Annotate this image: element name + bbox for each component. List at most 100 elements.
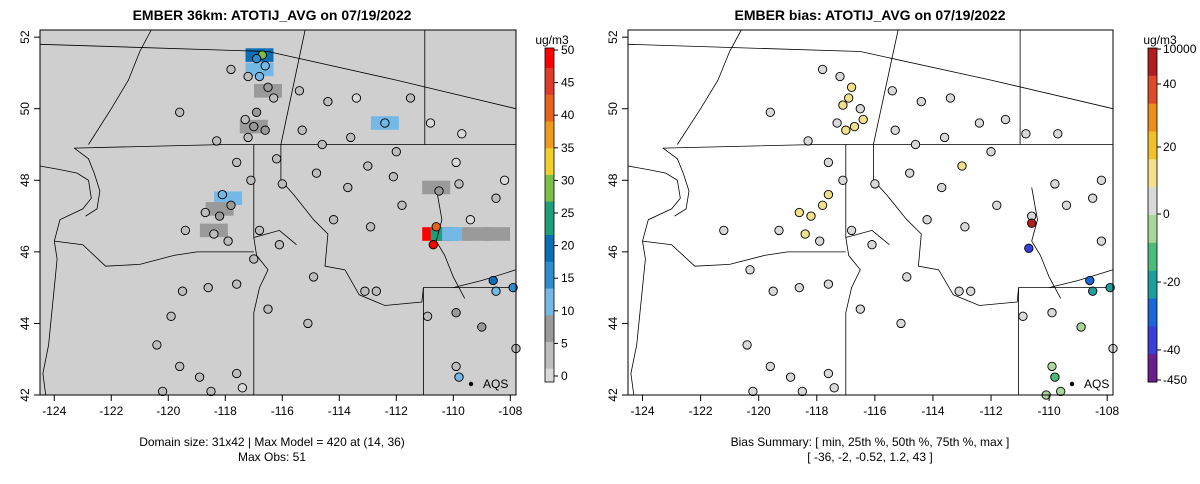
station-point-74 — [157, 386, 168, 397]
boundary-line-14 — [627, 43, 1114, 110]
station-point-11 — [251, 107, 262, 117]
station-point-43 — [328, 215, 339, 225]
colorbar-tick-label: 45 — [561, 76, 575, 90]
station-point-56 — [491, 286, 501, 296]
station-point-37 — [180, 225, 191, 236]
station-point-34 — [815, 236, 825, 246]
station-point-71 — [1050, 372, 1060, 382]
station-point-7 — [269, 93, 279, 103]
colorbar-segment — [545, 74, 554, 82]
left-model-grid — [40, 30, 516, 395]
colorbar-segment — [545, 248, 554, 256]
station-point-5 — [855, 104, 865, 114]
station-point-6 — [263, 82, 273, 92]
right-subtitle-2: [ -36, -2, -0.52, 1.2, 43 ] — [807, 450, 932, 464]
station-point-64 — [232, 279, 242, 289]
x-tick-label-0: -124 — [42, 404, 66, 418]
station-point-3 — [251, 53, 262, 64]
colorbar-segment — [545, 281, 554, 289]
colorbar-tick-label: 50 — [561, 43, 575, 57]
station-point-28 — [823, 189, 834, 200]
boundary-line-7 — [873, 144, 1019, 306]
station-point-70 — [1047, 361, 1057, 372]
colorbar-segment — [1148, 187, 1157, 216]
y-tick-label-1: 44 — [606, 316, 620, 330]
x-tick-label-4: -116 — [863, 404, 886, 418]
colorbar-tick-label: 30 — [561, 173, 575, 187]
station-point-59 — [794, 282, 804, 293]
x-tick-label-3: -118 — [214, 404, 237, 418]
station-point-33 — [800, 229, 810, 239]
station-point-48 — [434, 186, 444, 196]
station-point-46 — [343, 182, 353, 193]
station-point-24 — [870, 179, 880, 189]
station-point-26 — [425, 118, 436, 128]
station-point-15 — [243, 132, 253, 143]
colorbar-tick-label: 15 — [561, 271, 575, 285]
station-point-59 — [360, 286, 370, 296]
station-point-10 — [765, 107, 775, 117]
y-tick-label-0: 42 — [18, 388, 32, 402]
station-point-7 — [849, 121, 860, 132]
station-point-8 — [294, 86, 305, 96]
station-point-33 — [217, 189, 228, 200]
colorbar-segment — [545, 368, 554, 376]
colorbar-segment — [545, 301, 554, 309]
station-point-77 — [451, 361, 461, 372]
station-point-9 — [323, 96, 333, 107]
station-point-45 — [1061, 200, 1072, 210]
station-point-21 — [317, 139, 327, 150]
right-subtitle-1: Bias Summary: [ min, 25th %, 50th %, 75t… — [731, 435, 1010, 449]
station-point-55 — [488, 275, 498, 286]
station-point-71 — [175, 361, 185, 372]
colorbar-segment — [545, 275, 554, 283]
station-point-9 — [832, 118, 842, 128]
colorbar-segment — [545, 208, 554, 216]
station-point-47 — [1096, 175, 1107, 185]
colorbar-segment — [545, 328, 554, 336]
station-point-73 — [206, 386, 216, 397]
left-colorbar-unit: ug/m3 — [535, 33, 569, 47]
station-point-42 — [1027, 218, 1037, 228]
station-point-40 — [937, 182, 947, 193]
left-plot-frame — [39, 29, 517, 396]
y-tick-label-0: 42 — [606, 388, 620, 402]
colorbar-tick-label: 10 — [561, 304, 575, 318]
x-tick-label-1: -122 — [689, 404, 713, 418]
colorbar-segment — [1148, 298, 1157, 327]
station-point-50 — [465, 215, 476, 225]
station-point-4 — [260, 61, 270, 71]
right-x-axis: -124 -122 -120 -118 -116 -114 -112 -110 -108 — [631, 395, 1120, 418]
station-point-16 — [939, 132, 950, 143]
station-point-66 — [797, 386, 807, 397]
station-point-34 — [226, 200, 236, 210]
station-point-51 — [1105, 282, 1115, 293]
station-point-65 — [203, 282, 213, 293]
boundary-line-18 — [1049, 269, 1114, 288]
station-point-16 — [175, 107, 185, 117]
station-point-22 — [346, 132, 356, 143]
station-point-36 — [867, 240, 877, 250]
left-subtitle-2: Max Obs: 51 — [238, 450, 306, 464]
colorbar-segment — [545, 235, 554, 243]
station-point-75 — [719, 225, 729, 236]
station-point-19 — [1000, 114, 1011, 125]
station-point-35 — [846, 225, 857, 236]
station-point-70 — [152, 340, 162, 350]
station-point-37 — [922, 215, 932, 225]
colorbar-segment — [545, 362, 554, 370]
boundary-line-8 — [1018, 287, 1113, 395]
station-point-5 — [254, 71, 265, 82]
station-point-57 — [1076, 322, 1086, 332]
left-title: EMBER 36km: ATOTIJ_AVG on 07/19/2022 — [133, 7, 412, 23]
station-point-56 — [1047, 308, 1057, 318]
boundary-line-8 — [422, 287, 516, 395]
station-point-32 — [246, 175, 256, 185]
colorbar-segment — [545, 255, 554, 263]
colorbar-segment — [545, 268, 554, 276]
colorbar-segment — [545, 215, 554, 223]
station-point-54 — [966, 286, 976, 296]
colorbar-segment — [1148, 270, 1157, 299]
